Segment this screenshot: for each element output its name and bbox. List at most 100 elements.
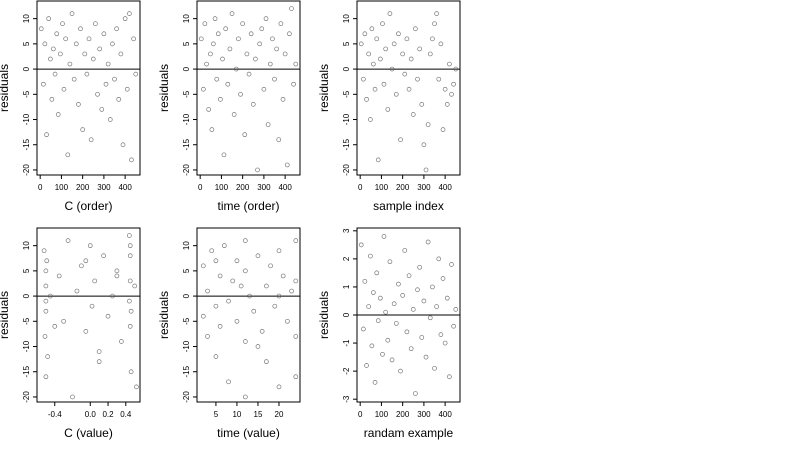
point bbox=[54, 31, 60, 37]
y-tick-label: -10 bbox=[182, 340, 191, 352]
point bbox=[46, 16, 52, 22]
point bbox=[404, 36, 410, 42]
point bbox=[65, 238, 71, 243]
y-tick-label: -10 bbox=[22, 340, 31, 352]
point bbox=[255, 344, 261, 349]
point bbox=[391, 41, 397, 47]
point bbox=[293, 278, 299, 284]
point bbox=[83, 329, 89, 334]
point bbox=[242, 132, 248, 138]
point bbox=[44, 258, 50, 264]
point bbox=[42, 41, 48, 47]
x-tick-label: 0.4 bbox=[120, 410, 132, 419]
point bbox=[96, 359, 102, 365]
point bbox=[213, 354, 219, 359]
point bbox=[242, 339, 248, 344]
point bbox=[398, 368, 403, 374]
point bbox=[287, 31, 292, 37]
y-tick-label: -5 bbox=[182, 90, 191, 98]
point bbox=[442, 340, 448, 346]
point bbox=[380, 21, 385, 27]
x-tick-label: 100 bbox=[215, 183, 229, 192]
point bbox=[253, 56, 258, 62]
point bbox=[80, 127, 86, 132]
y-tick-label: -5 bbox=[182, 317, 191, 325]
point bbox=[402, 248, 408, 253]
point bbox=[52, 323, 58, 329]
point bbox=[400, 51, 406, 57]
point bbox=[293, 61, 299, 67]
y-tick-label: -3 bbox=[342, 395, 351, 403]
point bbox=[43, 283, 49, 289]
point bbox=[127, 278, 133, 284]
point bbox=[208, 51, 213, 57]
point bbox=[276, 248, 282, 254]
x-tick-label: 0 bbox=[358, 183, 363, 192]
point bbox=[440, 276, 446, 281]
point bbox=[425, 122, 431, 127]
point bbox=[368, 253, 373, 259]
point bbox=[289, 288, 294, 294]
point bbox=[87, 243, 93, 249]
point bbox=[127, 243, 133, 249]
point bbox=[60, 21, 65, 27]
point bbox=[55, 112, 61, 117]
point bbox=[453, 66, 459, 72]
point bbox=[248, 31, 254, 37]
point bbox=[127, 323, 133, 329]
point bbox=[234, 258, 240, 264]
point bbox=[212, 16, 218, 22]
point bbox=[402, 71, 408, 77]
point bbox=[293, 374, 299, 380]
point bbox=[206, 107, 212, 112]
point bbox=[82, 51, 88, 57]
point bbox=[280, 273, 286, 279]
point bbox=[110, 293, 115, 299]
point bbox=[122, 16, 128, 22]
point bbox=[96, 349, 102, 354]
point bbox=[387, 11, 393, 16]
point bbox=[38, 26, 44, 32]
point bbox=[396, 31, 401, 37]
point bbox=[110, 41, 115, 47]
y-tick-label: -1 bbox=[342, 339, 351, 347]
y-tick-label: 10 bbox=[22, 14, 31, 23]
point bbox=[128, 308, 134, 314]
point bbox=[268, 263, 273, 269]
point bbox=[58, 51, 63, 57]
point bbox=[432, 365, 437, 371]
point bbox=[116, 96, 122, 102]
point bbox=[419, 335, 425, 340]
y-axis-label: residuals bbox=[317, 291, 331, 339]
point bbox=[272, 303, 278, 309]
point bbox=[430, 36, 435, 42]
point bbox=[97, 46, 102, 52]
point bbox=[133, 71, 139, 77]
y-tick-label: -20 bbox=[182, 164, 191, 176]
y-tick-label: -15 bbox=[182, 365, 191, 377]
point bbox=[205, 288, 210, 294]
point bbox=[242, 394, 248, 400]
point bbox=[61, 318, 66, 324]
x-tick-label: 0.0 bbox=[85, 410, 97, 419]
x-tick-label: 400 bbox=[438, 183, 452, 192]
y-tick-label: -15 bbox=[182, 138, 191, 150]
point bbox=[280, 96, 286, 102]
point bbox=[47, 293, 53, 299]
point bbox=[406, 273, 412, 279]
point bbox=[126, 233, 132, 238]
y-tick-label: -15 bbox=[22, 365, 31, 377]
point bbox=[378, 295, 383, 301]
point bbox=[105, 313, 111, 319]
y-tick-label: 3 bbox=[342, 228, 351, 233]
point bbox=[231, 112, 237, 117]
point bbox=[374, 270, 380, 276]
point bbox=[226, 379, 231, 385]
point bbox=[63, 36, 69, 42]
point bbox=[385, 337, 391, 343]
point bbox=[364, 96, 369, 102]
x-tick-label: 0 bbox=[38, 183, 43, 192]
point bbox=[114, 268, 120, 274]
point bbox=[289, 6, 294, 11]
